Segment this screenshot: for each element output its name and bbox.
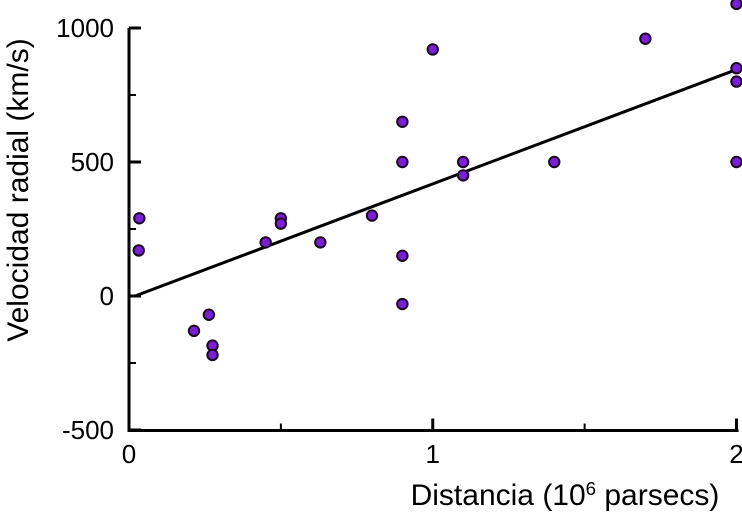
data-point	[132, 244, 145, 257]
axes	[127, 28, 739, 432]
x-tick-label: 0	[122, 439, 136, 469]
data-point	[396, 155, 409, 169]
data-point	[639, 32, 652, 45]
data-point	[396, 115, 409, 129]
y-tick-label: 1000	[56, 13, 114, 43]
data-point	[206, 348, 219, 362]
data-point	[259, 236, 272, 249]
data-point	[187, 324, 201, 338]
data-point	[133, 212, 146, 225]
data-point	[202, 308, 216, 321]
data-point	[730, 75, 742, 88]
data-point	[365, 209, 379, 222]
y-tick-label: -500	[62, 415, 114, 445]
y-tick-label: 500	[71, 147, 114, 177]
x-axis-label: Distancia (106 parsecs)	[411, 478, 720, 512]
data-point	[456, 155, 470, 169]
data-point	[730, 155, 742, 169]
data-point	[396, 249, 409, 263]
data-point	[314, 236, 327, 249]
data-point	[730, 62, 742, 75]
data-point	[396, 297, 409, 311]
axis-lines	[127, 28, 739, 432]
data-points	[132, 0, 742, 362]
data-point	[274, 217, 288, 230]
tick-labels: -500 0 500 1000 0 1 2	[56, 13, 742, 469]
x-tick-label: 1	[426, 439, 440, 469]
trend-line	[134, 68, 738, 298]
tick-marks	[127, 26, 738, 432]
x-tick-label: 2	[729, 439, 742, 469]
data-point	[548, 155, 561, 169]
y-axis-label: Velocidad radial (km/s)	[2, 38, 35, 341]
data-point	[456, 169, 470, 182]
data-point	[730, 0, 742, 11]
y-tick-label: 0	[100, 281, 114, 311]
data-point	[426, 43, 439, 56]
